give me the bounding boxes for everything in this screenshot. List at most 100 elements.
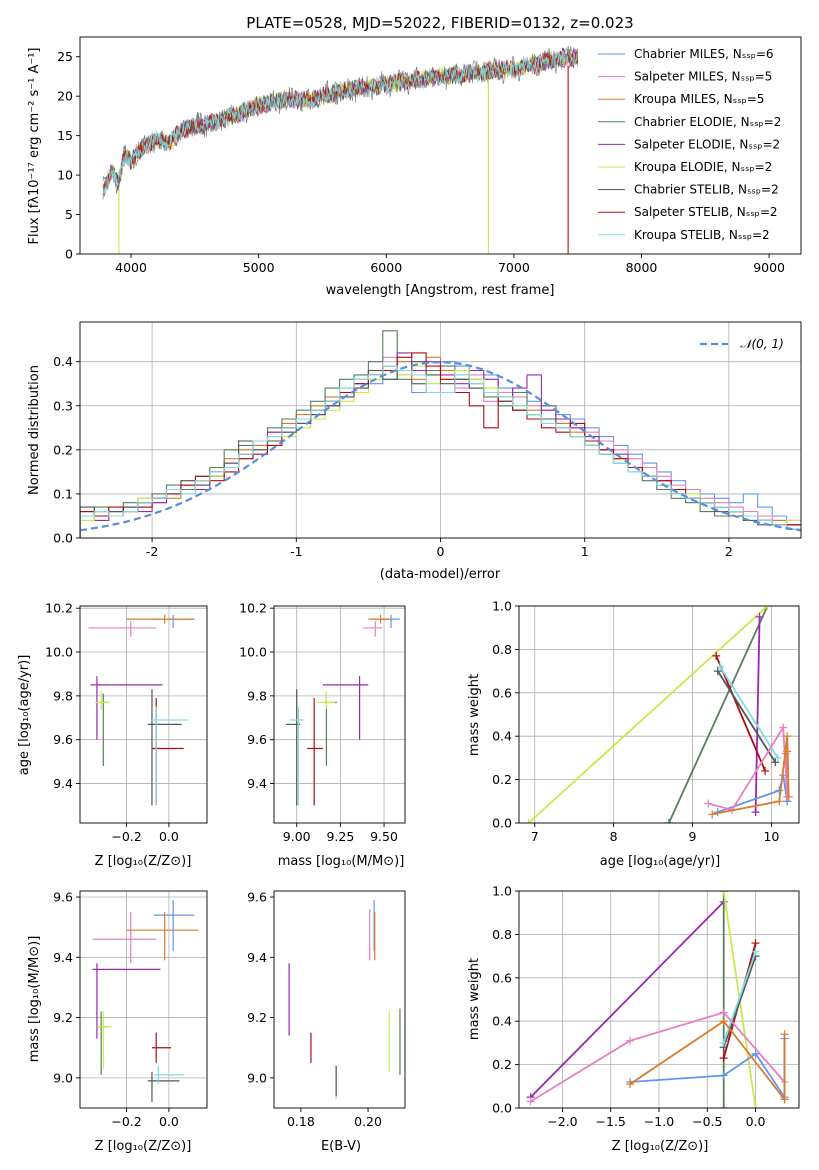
spectrum-panel: PLATE=0528, MJD=52022, FIBERID=0132, z=0… <box>27 14 802 298</box>
massweight-marker <box>783 732 792 741</box>
massweight-line <box>717 670 777 763</box>
massweight-marker <box>719 1071 728 1080</box>
mass-vs-z-ylabel: mass [log₁₀(M/M⊙)] <box>27 936 42 1063</box>
spectrum-title: PLATE=0528, MJD=52022, FIBERID=0132, z=0… <box>246 14 633 32</box>
massweight-marker <box>712 651 721 660</box>
y-tick-label: 1.0 <box>492 599 512 614</box>
x-tick-label: −0.5 <box>692 1114 722 1129</box>
age-vs-mass-plot-area: 9.00 9.25 9.50 9.4 9.6 9.8 10.0 10.2 <box>239 601 406 844</box>
x-tick-label: 0.20 <box>354 1114 382 1129</box>
age-vs-z-panel: Z [log₁₀(Z/Z⊙)] age [log₁₀(age/yr)] −0.2… <box>17 601 208 869</box>
y-tick-label: 0.2 <box>492 1057 512 1072</box>
massweight-marker <box>751 939 760 948</box>
y-tick-label: 9.4 <box>53 776 73 791</box>
plot-frame <box>79 321 802 539</box>
x-tick-label: 9000 <box>753 260 785 275</box>
massweight-vs-age-plot-area: 7 8 9 10 0.0 0.2 0.4 0.6 0.8 1.0 <box>492 599 800 844</box>
mass-vs-z-xlabel: Z [log₁₀(Z/Z⊙)] <box>95 1139 192 1154</box>
y-tick-label: 9.4 <box>53 950 73 965</box>
age-vs-mass-panel: mass [log₁₀(M/M⊙)] 9.00 9.25 9.50 9.4 9.6 9.8… <box>239 601 406 869</box>
data-layer <box>524 606 793 823</box>
massweight-line <box>722 955 757 1048</box>
residuals-panel: (data-model)/error Normed distribution -… <box>27 321 802 582</box>
y-tick-label: 10.2 <box>45 601 73 616</box>
x-tick-label: −0.2 <box>111 1114 141 1129</box>
mass-vs-z-plot-area: −0.2 0.0 9.0 9.2 9.4 9.6 <box>53 890 208 1129</box>
y-tick-label: 9.6 <box>53 732 73 747</box>
mass-vs-ebv-xlabel: E(B-V) <box>321 1139 361 1154</box>
massweight-vs-age-ylabel: mass weight <box>467 674 482 756</box>
y-tick-label: 0.2 <box>492 772 512 787</box>
age-vs-z-plot-area: −0.2 0.0 9.4 9.6 9.8 10.0 10.2 <box>45 601 208 844</box>
massweight-marker <box>719 1008 728 1017</box>
massweight-marker <box>780 1030 789 1039</box>
y-tick-label: 0.4 <box>492 1014 512 1029</box>
y-tick-label: 1.0 <box>492 884 512 899</box>
x-tick-label: 7000 <box>498 260 530 275</box>
y-tick-label: 10 <box>57 168 73 183</box>
x-tick-label: 9.00 <box>283 829 311 844</box>
spectrum-plot-area: 4000 5000 6000 7000 8000 9000 0 5 10 15 20 25 <box>57 36 802 275</box>
massweight-line <box>719 666 779 759</box>
massweight-marker <box>524 819 533 823</box>
massweight-marker <box>626 1036 635 1045</box>
massweight-marker <box>719 1017 728 1026</box>
grid-lines <box>274 606 405 823</box>
mass-vs-ebv-panel: E(B-V) 0.18 0.20 9.0 9.2 9.4 9.6 <box>247 890 406 1154</box>
massweight-marker <box>716 662 725 671</box>
massweight-marker <box>713 667 722 676</box>
x-tick-label: 1 <box>581 544 589 559</box>
plot-frame <box>518 605 800 824</box>
massweight-marker <box>751 808 760 817</box>
x-tick-label: 10 <box>763 829 779 844</box>
massweight-marker <box>719 1054 728 1063</box>
y-tick-label: 9.0 <box>53 1070 73 1085</box>
massweight-marker <box>755 612 764 621</box>
data-layer <box>80 330 801 538</box>
legend-label: Chabrier STELIB, Nₛₛₚ=2 <box>634 183 779 197</box>
massweight-marker <box>708 810 717 819</box>
legend-label: 𝒩(0, 1) <box>740 337 784 351</box>
age-vs-mass-xlabel: mass [log₁₀(M/M⊙)] <box>278 854 405 869</box>
y-tick-label: 9.8 <box>53 688 73 703</box>
x-tick-label: 8000 <box>626 260 658 275</box>
massweight-marker <box>704 799 713 808</box>
mass-vs-ebv-plot-area: 0.18 0.20 9.0 9.2 9.4 9.6 <box>247 890 406 1129</box>
massweight-vs-z-panel: Z [log₁₀(Z/Z⊙)] mass weight −2.0 −1.5 −1.0… <box>467 884 800 1154</box>
massweight-line <box>712 736 790 816</box>
legend-label: Kroupa ELODIE, Nₛₛₚ=2 <box>634 160 772 174</box>
residuals-xlabel: (data-model)/error <box>380 567 501 582</box>
spectrum-xlabel: wavelength [Angstrom, rest frame] <box>326 283 555 298</box>
gaussian-curve <box>80 360 801 532</box>
massweight-vs-age-panel: age [log₁₀(age/yr)] mass weight 7 8 9 10 0.0… <box>467 599 800 869</box>
x-tick-label: 2 <box>725 544 733 559</box>
data-layer <box>92 900 199 1102</box>
massweight-line <box>530 1011 786 1103</box>
spectrum-series-line <box>102 45 578 194</box>
x-tick-label: 9.25 <box>326 829 354 844</box>
massweight-marker <box>779 723 788 732</box>
massweight-line <box>529 901 725 1098</box>
plot-frame <box>273 890 406 1109</box>
residuals-plot-area: -2 -1 0 1 2 0.0 0.1 0.2 0.3 0.4 <box>53 321 802 559</box>
grid-lines <box>80 322 801 539</box>
y-tick-label: 9.6 <box>53 890 73 905</box>
massweight-line <box>722 951 757 1044</box>
y-tick-label: 0.0 <box>492 816 512 831</box>
grid-lines <box>80 891 207 1108</box>
y-tick-label: 0.1 <box>53 486 73 501</box>
plot-frame <box>518 890 800 1109</box>
y-tick-label: 0.2 <box>53 442 73 457</box>
plot-frame <box>273 605 406 824</box>
massweight-line <box>629 1019 786 1102</box>
y-tick-label: 10.2 <box>239 601 267 616</box>
x-tick-label: 0.0 <box>746 1114 766 1129</box>
legend-label: Chabrier ELODIE, Nₛₛₚ=2 <box>634 115 781 129</box>
massweight-marker <box>771 758 780 767</box>
data-layer <box>102 45 579 254</box>
x-tick-label: 8 <box>610 829 618 844</box>
x-tick-label: −2.0 <box>547 1114 577 1129</box>
mass-vs-z-panel: Z [log₁₀(Z/Z⊙)] mass [log₁₀(M/M⊙)] −0.2 0… <box>27 890 208 1154</box>
massweight-marker <box>751 1104 760 1108</box>
